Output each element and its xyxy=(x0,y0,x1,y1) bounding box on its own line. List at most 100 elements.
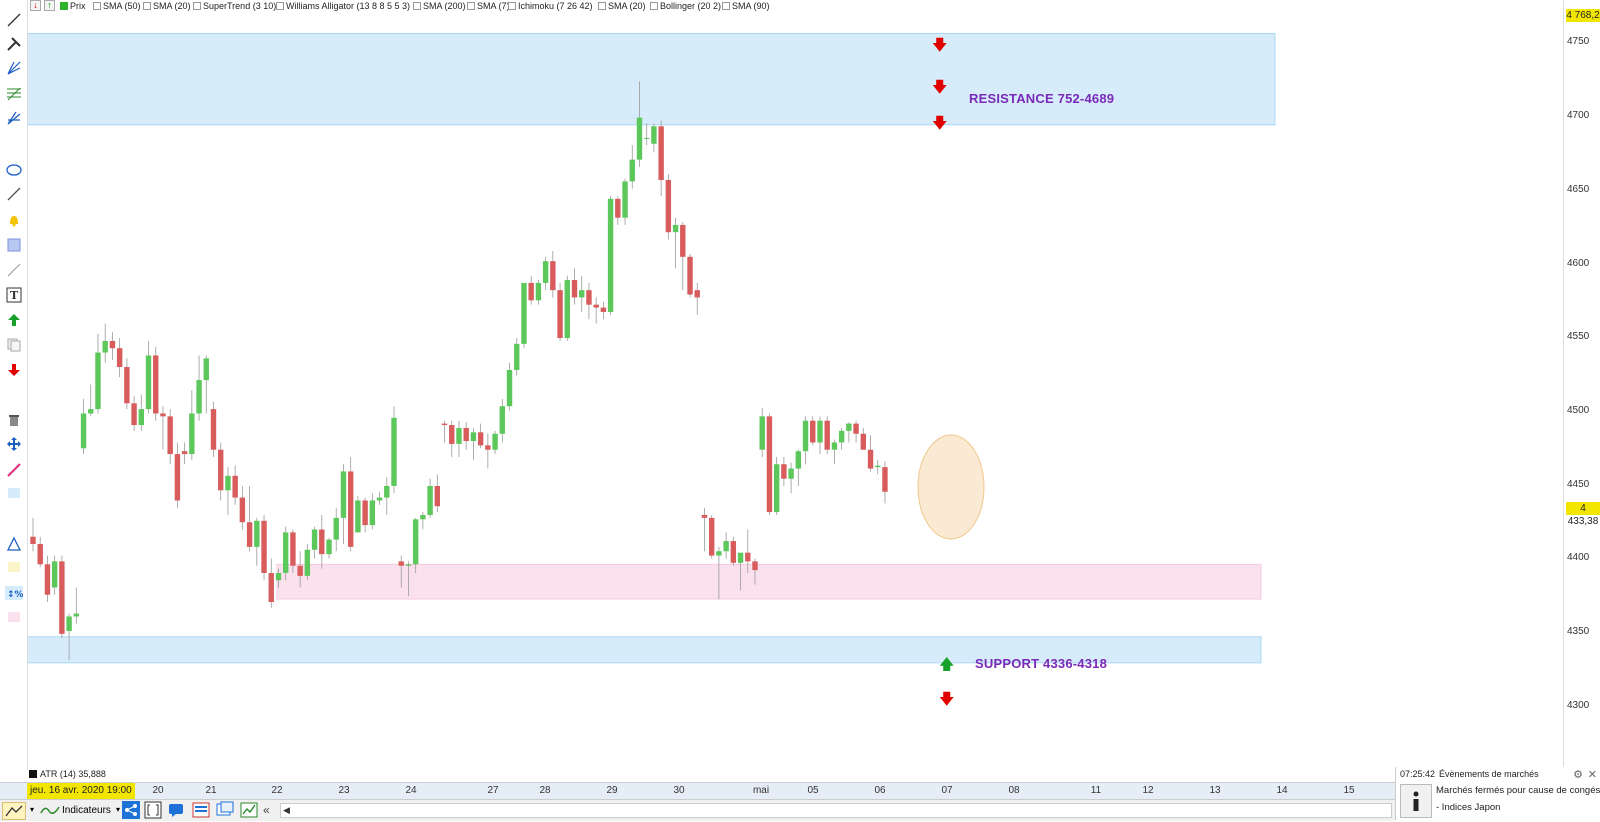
bear-candle-body xyxy=(160,413,166,417)
bear-candle-body xyxy=(290,532,296,566)
svg-text:↕%: ↕% xyxy=(7,590,23,600)
alert-bell-icon[interactable] xyxy=(4,210,24,230)
text-tool-icon[interactable]: T xyxy=(4,285,24,305)
scrollbar[interactable]: ◀ xyxy=(280,803,1392,818)
ellipse-tool-icon[interactable] xyxy=(4,160,24,180)
copy-icon[interactable] xyxy=(4,335,24,355)
indicator-supertrend[interactable]: SuperTrend (3 10) xyxy=(193,1,276,11)
bull-candle-body xyxy=(304,549,311,576)
pen-icon[interactable] xyxy=(4,460,24,480)
rewind-icon[interactable]: « xyxy=(263,803,270,817)
pitchfork-icon[interactable] xyxy=(4,108,24,128)
chart-style-icon[interactable] xyxy=(2,802,26,820)
bear-candle-body xyxy=(246,522,253,547)
indicator-ichimoku[interactable]: Ichimoku (7 26 42) xyxy=(508,1,593,11)
candle xyxy=(246,485,253,552)
candle xyxy=(174,442,181,508)
bull-candle-body xyxy=(672,224,679,233)
chart-window-icon[interactable] xyxy=(240,801,258,819)
share-icon[interactable] xyxy=(122,801,140,819)
bear-candle-body xyxy=(116,348,123,368)
bracket-icon[interactable] xyxy=(144,801,162,819)
close-icon[interactable]: ✕ xyxy=(1587,769,1597,781)
indicators-button[interactable]: Indicateurs xyxy=(40,801,114,819)
bull-candle-body xyxy=(795,451,802,469)
indicator-sma7[interactable]: SMA (7) xyxy=(467,1,510,11)
candle xyxy=(607,195,614,315)
move-icon[interactable] xyxy=(4,434,24,454)
bear-candle-body xyxy=(37,543,43,565)
dropdown-caret-icon[interactable]: ▾ xyxy=(30,805,35,814)
atr-indicator[interactable]: ATR (14) 35,888 xyxy=(29,769,106,779)
candle xyxy=(116,338,123,378)
time-label: 13 xyxy=(1209,785,1221,796)
dropdown-caret-icon[interactable]: ▾ xyxy=(116,805,121,814)
bear-candle-body xyxy=(153,355,159,414)
bull-candle-body xyxy=(311,529,318,550)
time-label: 12 xyxy=(1142,785,1154,796)
color-swatch-yellow[interactable] xyxy=(4,558,24,578)
rectangle-tool-icon[interactable] xyxy=(4,235,24,255)
candle xyxy=(636,81,643,167)
fan-tool-icon[interactable] xyxy=(4,58,24,78)
indicator-sma90[interactable]: SMA (90) xyxy=(722,1,770,11)
candle xyxy=(196,355,202,421)
indicator-sma20b[interactable]: SMA (20) xyxy=(598,1,646,11)
color-swatch-blue[interactable] xyxy=(4,484,24,504)
indicator-sma20[interactable]: SMA (20) xyxy=(143,1,191,11)
trash-icon[interactable] xyxy=(4,410,24,430)
indicator-bollinger[interactable]: Bollinger (20 2) xyxy=(650,1,721,11)
triangle-tool-icon[interactable] xyxy=(4,534,24,554)
resistance-zone[interactable] xyxy=(26,33,1276,126)
up-arrow-icon[interactable]: ↑ xyxy=(44,0,55,11)
up-arrow-tool-icon[interactable] xyxy=(4,310,24,330)
bear-candle-body xyxy=(30,536,36,544)
bear-candle-body xyxy=(232,475,238,498)
bear-candle-body xyxy=(44,564,51,595)
candle xyxy=(290,529,296,573)
time-label: 30 xyxy=(673,785,685,796)
indicator-alligator[interactable]: Williams Alligator (13 8 8 5 5 3) xyxy=(276,1,410,11)
support-zone[interactable] xyxy=(26,636,1262,664)
time-label: 14 xyxy=(1276,785,1288,796)
candle xyxy=(412,517,419,573)
line-tool-icon[interactable] xyxy=(4,10,24,30)
layout-icon[interactable] xyxy=(192,801,210,819)
segment-icon[interactable] xyxy=(4,184,24,204)
ray-tool-icon[interactable] xyxy=(4,260,24,280)
bear-candle-body xyxy=(752,561,758,571)
bull-candle-body xyxy=(817,420,823,443)
candle xyxy=(571,268,578,305)
tools-icon[interactable] xyxy=(4,34,24,54)
down-arrow-tool-icon[interactable] xyxy=(4,360,24,380)
time-label: 11 xyxy=(1090,785,1102,796)
down-arrow-icon[interactable]: ↓ xyxy=(30,0,41,11)
bull-candle-body xyxy=(275,572,282,581)
price-axis[interactable]: 4 768,2 4 433,38 4750 4700 4650 4600 455… xyxy=(1563,0,1600,770)
window-icon[interactable] xyxy=(216,801,234,819)
percent-tool-icon[interactable]: ↕% xyxy=(4,583,24,603)
scroll-left-icon[interactable]: ◀ xyxy=(283,805,290,815)
market-events-panel[interactable]: 07:25:42 Évènements de marchés ⚙ ✕ March… xyxy=(1395,767,1600,820)
time-axis[interactable]: jeu. 16 avr. 2020 19:00 20 21 22 23 24 2… xyxy=(0,782,1395,799)
indicator-sma50[interactable]: SMA (50) xyxy=(93,1,141,11)
candle xyxy=(268,558,274,608)
candle xyxy=(535,280,542,305)
color-swatch-pink[interactable] xyxy=(4,608,24,628)
candle xyxy=(882,461,888,504)
indicator-sma200[interactable]: SMA (200) xyxy=(413,1,466,11)
time-label: 05 xyxy=(807,785,819,796)
chat-icon[interactable] xyxy=(168,801,186,819)
time-label: 07 xyxy=(941,785,953,796)
candle xyxy=(579,275,585,312)
bear-candle-body xyxy=(745,552,751,562)
indicator-prix[interactable]: Prix xyxy=(60,1,86,11)
bull-candle-body xyxy=(456,427,462,444)
price-label: 4350 xyxy=(1567,626,1590,637)
bull-candle-body xyxy=(499,406,505,434)
bull-candle-body xyxy=(607,198,614,312)
fibonacci-icon[interactable] xyxy=(4,84,24,104)
settings-icon[interactable]: ⚙ xyxy=(1573,769,1583,781)
mid-zone[interactable] xyxy=(276,563,1262,600)
